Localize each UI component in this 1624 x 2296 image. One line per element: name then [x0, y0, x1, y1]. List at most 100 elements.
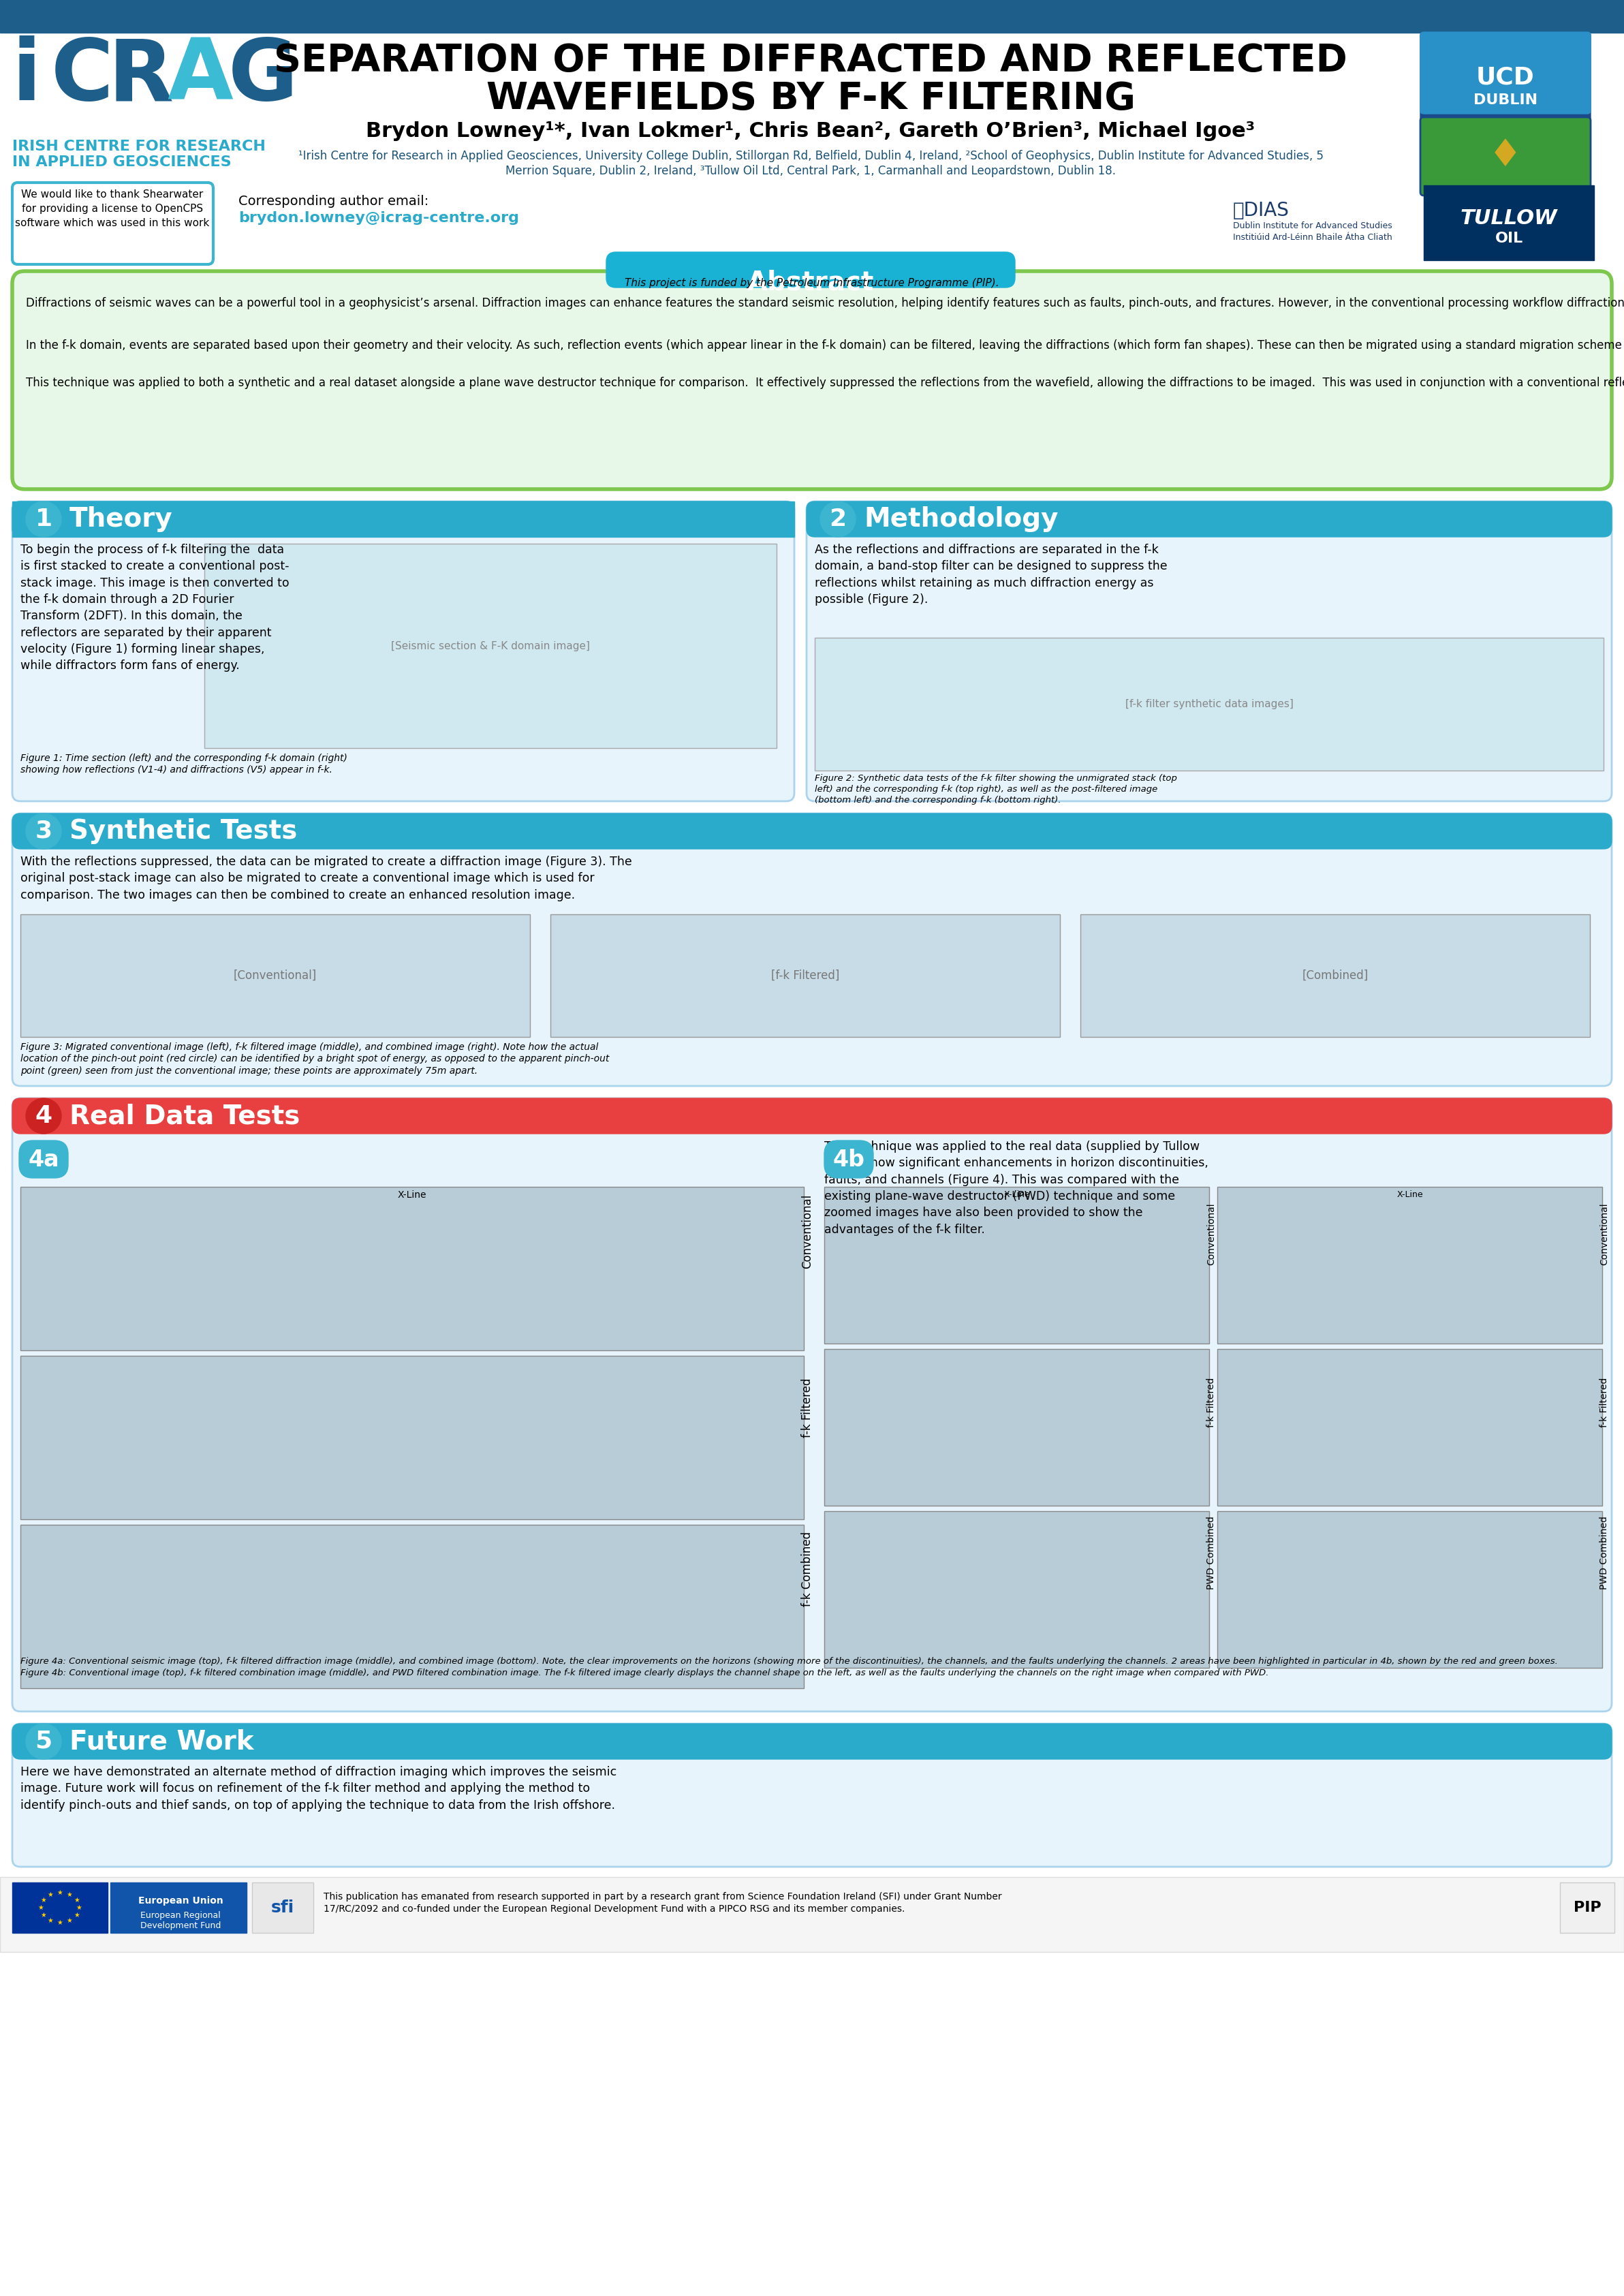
Bar: [21, 914, 529, 1038]
Text: ★: ★: [67, 1917, 73, 1924]
Text: Development Fund: Development Fund: [140, 1922, 221, 1931]
Text: Synthetic Tests: Synthetic Tests: [70, 817, 297, 845]
Circle shape: [26, 1097, 62, 1134]
Text: Conventional: Conventional: [1207, 1203, 1216, 1265]
Text: [f-k Filtered]: [f-k Filtered]: [771, 969, 840, 983]
Text: We would like to thank Shearwater
for providing a license to OpenCPS
software wh: We would like to thank Shearwater for pr…: [15, 188, 209, 227]
Bar: [815, 638, 1603, 771]
Bar: [0, 1878, 1624, 1952]
Text: 4a: 4a: [28, 1148, 58, 1171]
Text: X-Line: X-Line: [1004, 1189, 1030, 1199]
Text: To begin the process of f-k filtering the  data
is first stacked to create a con: To begin the process of f-k filtering th…: [21, 544, 289, 673]
FancyBboxPatch shape: [825, 1141, 874, 1178]
Bar: [1218, 1187, 1603, 1343]
Text: 3: 3: [36, 820, 52, 843]
FancyBboxPatch shape: [19, 1141, 68, 1178]
Bar: [205, 544, 776, 748]
Bar: [825, 1350, 1210, 1506]
Text: [Seismic section & F-K domain image]: [Seismic section & F-K domain image]: [391, 641, 590, 652]
Text: 1: 1: [36, 507, 52, 530]
Text: ¹Irish Centre for Research in Applied Geosciences, University College Dublin, St: ¹Irish Centre for Research in Applied Ge…: [299, 149, 1324, 163]
Text: WAVEFIELDS BY F-K FILTERING: WAVEFIELDS BY F-K FILTERING: [486, 80, 1135, 117]
Bar: [21, 1187, 804, 1350]
Circle shape: [26, 813, 62, 850]
Text: As the reflections and diffractions are separated in the f-k
domain, a band-stop: As the reflections and diffractions are …: [815, 544, 1168, 606]
Bar: [13, 1883, 107, 1933]
Text: C: C: [50, 34, 114, 117]
FancyBboxPatch shape: [13, 813, 1611, 850]
Bar: [551, 914, 1060, 1038]
Text: European Union: European Union: [138, 1896, 222, 1906]
Text: DUBLIN: DUBLIN: [1473, 94, 1538, 108]
Text: This technique was applied to the real data (supplied by Tullow
Oil) to show sig: This technique was applied to the real d…: [825, 1141, 1208, 1235]
Text: IRISH CENTRE FOR RESEARCH: IRISH CENTRE FOR RESEARCH: [13, 140, 266, 154]
Text: Here we have demonstrated an alternate method of diffraction imaging which impro: Here we have demonstrated an alternate m…: [21, 1766, 617, 1812]
Text: Conventional: Conventional: [1600, 1203, 1609, 1265]
Circle shape: [26, 501, 62, 537]
Text: f-k Filtered: f-k Filtered: [1207, 1378, 1216, 1428]
Bar: [110, 1883, 247, 1933]
Text: ★: ★: [41, 1913, 47, 1919]
Text: 4b: 4b: [833, 1148, 866, 1171]
Text: Merrion Square, Dublin 2, Ireland, ³Tullow Oil Ltd, Central Park, 1, Carmanhall : Merrion Square, Dublin 2, Ireland, ³Tull…: [505, 165, 1116, 177]
Text: Figure 2: Synthetic data tests of the f-k filter showing the unmigrated stack (t: Figure 2: Synthetic data tests of the f-…: [815, 774, 1177, 804]
FancyBboxPatch shape: [13, 501, 794, 801]
Text: PWD Combined: PWD Combined: [1207, 1515, 1216, 1589]
Text: IN APPLIED GEOSCIENCES: IN APPLIED GEOSCIENCES: [13, 156, 231, 170]
Text: R: R: [107, 34, 174, 117]
Text: X-Line: X-Line: [398, 1189, 427, 1201]
FancyBboxPatch shape: [1421, 32, 1590, 115]
Text: SEPARATION OF THE DIFFRACTED AND REFLECTED: SEPARATION OF THE DIFFRACTED AND REFLECT…: [274, 41, 1348, 78]
Text: UCD: UCD: [1476, 67, 1535, 90]
Bar: [1424, 186, 1595, 259]
Text: With the reflections suppressed, the data can be migrated to create a diffractio: With the reflections suppressed, the dat…: [21, 856, 632, 900]
Bar: [21, 1357, 804, 1520]
Text: Diffractions of seismic waves can be a powerful tool in a geophysicist’s arsenal: Diffractions of seismic waves can be a p…: [26, 296, 1624, 310]
Text: Methodology: Methodology: [864, 505, 1059, 533]
Text: ★: ★: [47, 1917, 54, 1924]
Text: This publication has emanated from research supported in part by a research gran: This publication has emanated from resea…: [323, 1892, 1002, 1915]
FancyBboxPatch shape: [807, 501, 1611, 801]
FancyBboxPatch shape: [13, 813, 1611, 1086]
Text: ★: ★: [67, 1892, 73, 1899]
Text: ★: ★: [47, 1892, 54, 1899]
Text: f-k Combined: f-k Combined: [801, 1531, 814, 1607]
Bar: [825, 1187, 1210, 1343]
Text: Abstract: Abstract: [747, 271, 874, 296]
Text: Theory: Theory: [70, 505, 172, 533]
Text: [Combined]: [Combined]: [1302, 969, 1369, 983]
Text: 4: 4: [36, 1104, 52, 1127]
Text: ★: ★: [57, 1919, 63, 1926]
Bar: [0, 32, 1624, 278]
Text: Dublin Institute for Advanced Studies: Dublin Institute for Advanced Studies: [1233, 220, 1392, 230]
Text: OIL: OIL: [1494, 232, 1523, 246]
FancyBboxPatch shape: [13, 1097, 1611, 1711]
Text: 5: 5: [36, 1729, 52, 1754]
Bar: [1080, 914, 1590, 1038]
Text: PWD Combined: PWD Combined: [1600, 1515, 1609, 1589]
Text: ★: ★: [41, 1896, 47, 1903]
Text: [f-k filter synthetic data images]: [f-k filter synthetic data images]: [1125, 698, 1293, 709]
Bar: [252, 1883, 313, 1933]
Text: Institiúid Ard-Léinn Bhaile Átha Cliath: Institiúid Ard-Léinn Bhaile Átha Cliath: [1233, 232, 1392, 241]
Text: f-k Filtered: f-k Filtered: [801, 1378, 814, 1437]
Circle shape: [820, 501, 856, 537]
Text: PIP: PIP: [1574, 1901, 1601, 1915]
Text: This project is funded by the Petroleum Infrastructure Programme (PIP).: This project is funded by the Petroleum …: [625, 278, 999, 289]
Text: sfi: sfi: [271, 1899, 294, 1915]
Bar: [0, 0, 1624, 32]
Text: X-Line: X-Line: [1397, 1189, 1423, 1199]
Text: i: i: [13, 34, 42, 117]
FancyBboxPatch shape: [606, 253, 1015, 287]
Text: 2: 2: [830, 507, 846, 530]
Bar: [825, 1511, 1210, 1667]
Text: ★: ★: [57, 1890, 63, 1896]
FancyBboxPatch shape: [13, 501, 794, 537]
Text: This technique was applied to both a synthetic and a real dataset alongside a pl: This technique was applied to both a syn…: [26, 377, 1624, 388]
Text: ★: ★: [73, 1896, 80, 1903]
FancyBboxPatch shape: [13, 1097, 1611, 1134]
Bar: [21, 1525, 804, 1688]
FancyBboxPatch shape: [13, 271, 1611, 489]
FancyBboxPatch shape: [13, 1724, 1611, 1867]
Text: In the f-k domain, events are separated based upon their geometry and their velo: In the f-k domain, events are separated …: [26, 340, 1624, 351]
